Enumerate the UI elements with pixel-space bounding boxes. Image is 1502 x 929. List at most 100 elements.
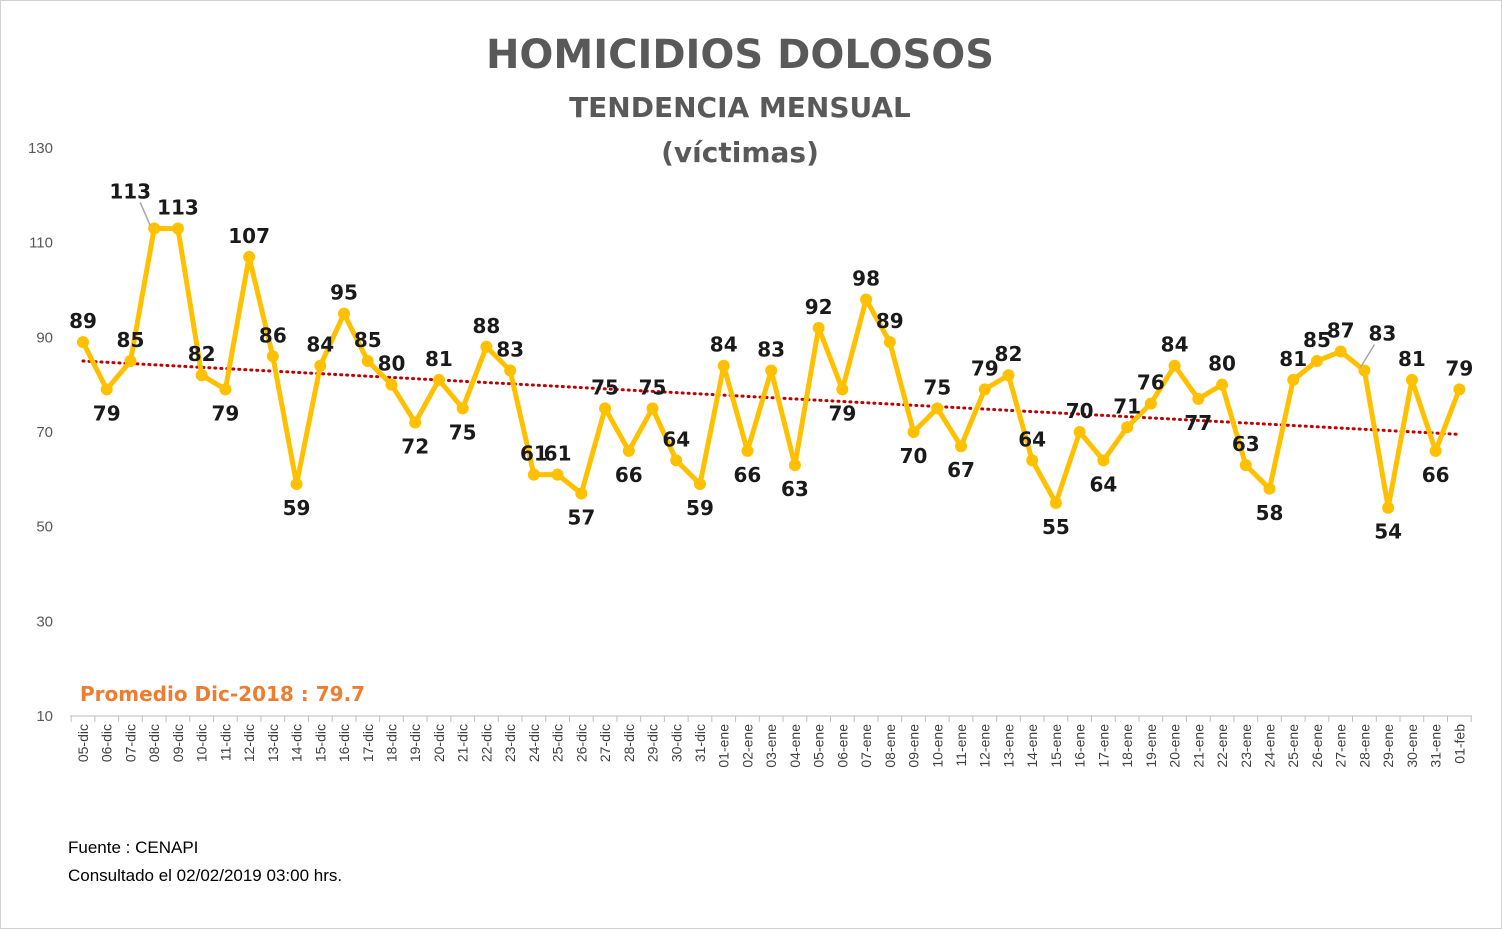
- x-tick-label: 28-ene: [1356, 724, 1372, 768]
- data-point: [1192, 392, 1205, 405]
- x-tick-label: 12-dic: [241, 724, 257, 762]
- x-tick-label: 15-ene: [1048, 724, 1064, 768]
- data-label: 79: [828, 401, 856, 425]
- x-tick-label: 31-ene: [1428, 724, 1444, 768]
- data-point: [670, 454, 683, 467]
- data-label: 79: [211, 401, 239, 425]
- data-point: [1263, 482, 1276, 495]
- data-point: [883, 336, 896, 349]
- data-label: 79: [1445, 356, 1473, 380]
- data-point: [124, 355, 137, 367]
- y-tick-label: 10: [36, 708, 53, 725]
- data-label: 77: [1184, 411, 1212, 435]
- label-leader-line: [139, 202, 151, 226]
- x-tick-label: 08-dic: [146, 724, 162, 762]
- data-point: [456, 402, 469, 415]
- data-point: [646, 402, 659, 415]
- x-tick-label: 26-dic: [573, 724, 589, 762]
- data-points: [77, 222, 1466, 514]
- data-point: [314, 359, 327, 372]
- y-tick-label: 50: [36, 519, 53, 536]
- data-point: [1144, 397, 1157, 410]
- consulted-note: Consultado el 02/02/2019 03:00 hrs.: [68, 866, 343, 885]
- data-point: [693, 478, 706, 491]
- x-tick-label: 14-dic: [289, 724, 305, 762]
- data-label: 64: [1018, 427, 1046, 451]
- data-label: 55: [1042, 515, 1070, 539]
- x-tick-label: 05-dic: [75, 724, 91, 762]
- x-tick-label: 14-ene: [1024, 724, 1040, 768]
- data-point: [195, 369, 208, 382]
- x-axis: 05-dic 06-dic 07-dic 08-dic 09-dic 10-dic 11-d…: [70, 715, 1472, 768]
- data-point: [622, 444, 635, 457]
- data-label: 87: [1327, 319, 1355, 343]
- data-point: [432, 373, 445, 386]
- data-point: [551, 468, 564, 481]
- data-label: 79: [93, 401, 121, 425]
- data-label: 57: [567, 506, 595, 530]
- x-tick-label: 05-ene: [811, 724, 827, 768]
- x-tick-label: 11-ene: [953, 724, 969, 767]
- x-tick-label: 21-dic: [455, 724, 471, 762]
- x-tick-label: 10-dic: [194, 724, 210, 762]
- data-point: [955, 440, 968, 453]
- data-point: [100, 383, 113, 396]
- data-point: [361, 355, 374, 367]
- y-tick-label: 110: [29, 235, 53, 252]
- data-point: [409, 416, 422, 429]
- x-tick-label: 24-ene: [1262, 724, 1278, 768]
- x-tick-label: 25-ene: [1285, 724, 1301, 768]
- data-point: [1334, 345, 1347, 358]
- x-tick-label: 01-feb: [1451, 724, 1467, 764]
- x-tick-label: 28-dic: [621, 724, 637, 762]
- data-point: [219, 383, 232, 396]
- label-leader-line: [1359, 344, 1376, 368]
- data-label: 76: [1137, 371, 1165, 395]
- x-tick-label: 16-dic: [336, 724, 352, 762]
- data-label: 81: [1279, 347, 1307, 371]
- x-tick-label: 15-dic: [312, 724, 328, 762]
- x-tick-label: 13-ene: [1000, 724, 1016, 768]
- chart-title: HOMICIDIOS DOLOSOS: [486, 32, 994, 78]
- data-label: 80: [378, 352, 406, 376]
- data-point: [788, 459, 801, 472]
- data-label: 59: [283, 496, 311, 520]
- data-point: [1358, 364, 1371, 377]
- trendline-line: [81, 359, 1461, 436]
- x-tick-label: 22-ene: [1214, 724, 1230, 768]
- data-point: [527, 468, 540, 481]
- x-tick-label: 16-ene: [1072, 724, 1088, 768]
- y-tick-label: 70: [36, 424, 53, 441]
- data-label: 61: [520, 442, 548, 466]
- data-point: [741, 444, 754, 457]
- data-label: 66: [615, 463, 643, 487]
- data-point: [978, 383, 991, 396]
- x-tick-label: 23-ene: [1238, 724, 1254, 768]
- x-tick-label: 25-dic: [550, 724, 566, 762]
- data-label: 83: [757, 337, 785, 361]
- y-axis: 10 30 50 70 90 110 130: [28, 140, 53, 725]
- x-tick-label: 10-ene: [929, 724, 945, 768]
- data-label: 64: [1089, 472, 1117, 496]
- data-point: [1239, 459, 1252, 472]
- y-tick-label: 130: [28, 140, 53, 157]
- data-label: 79: [971, 356, 999, 380]
- data-label: 84: [306, 333, 334, 357]
- data-label: 54: [1374, 520, 1402, 544]
- data-point: [1073, 426, 1086, 438]
- data-point: [1405, 373, 1418, 386]
- data-label: 84: [1161, 333, 1189, 357]
- chart-subtitle-units: (víctimas): [661, 136, 819, 169]
- data-label: 58: [1256, 501, 1284, 525]
- x-tick-label: 06-ene: [834, 724, 850, 768]
- x-tick-label: 27-dic: [597, 724, 613, 762]
- x-tick-label: 30-dic: [668, 724, 684, 762]
- data-point: [1097, 454, 1110, 467]
- x-tick-label: 12-ene: [977, 724, 993, 768]
- data-label: 80: [1208, 352, 1236, 376]
- x-tick-label: 17-dic: [360, 724, 376, 762]
- data-point: [1002, 369, 1015, 382]
- data-label: 75: [923, 375, 951, 399]
- x-tick-label: 23-dic: [502, 724, 518, 762]
- data-point: [1121, 421, 1134, 434]
